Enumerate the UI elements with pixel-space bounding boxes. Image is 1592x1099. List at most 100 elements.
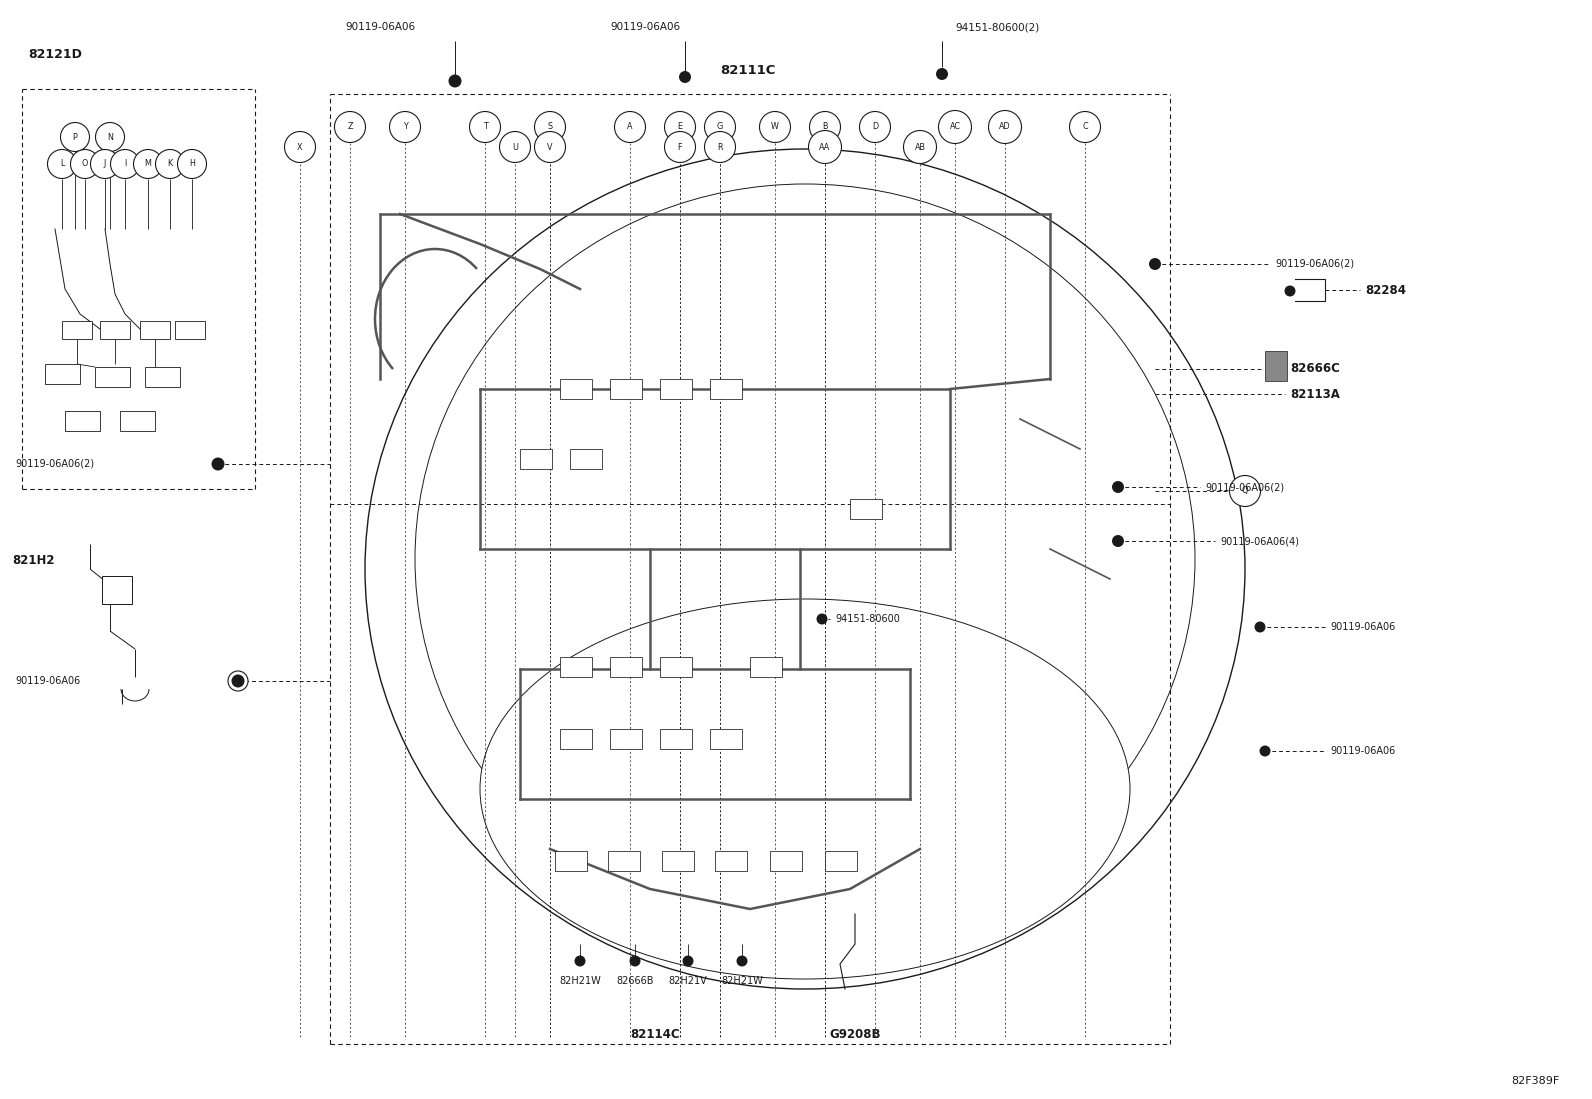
Circle shape (936, 68, 947, 80)
Text: 821H2: 821H2 (13, 555, 54, 567)
Text: U: U (513, 143, 517, 152)
Text: 90119-06A06: 90119-06A06 (1329, 746, 1395, 756)
FancyBboxPatch shape (1266, 351, 1286, 381)
FancyBboxPatch shape (96, 367, 131, 387)
Text: S: S (548, 122, 552, 132)
Text: 90119-06A06: 90119-06A06 (345, 22, 416, 32)
Circle shape (809, 111, 841, 143)
FancyBboxPatch shape (825, 851, 856, 872)
Circle shape (860, 111, 890, 143)
Circle shape (177, 149, 207, 178)
Text: N: N (107, 133, 113, 142)
Circle shape (939, 111, 971, 144)
Circle shape (817, 613, 828, 624)
FancyBboxPatch shape (521, 449, 552, 469)
Circle shape (48, 149, 76, 178)
FancyBboxPatch shape (715, 851, 747, 872)
FancyBboxPatch shape (570, 449, 602, 469)
Text: Z: Z (347, 122, 353, 132)
Circle shape (1111, 535, 1124, 547)
Text: AB: AB (914, 143, 925, 152)
Circle shape (664, 132, 696, 163)
Circle shape (91, 149, 119, 178)
FancyBboxPatch shape (662, 851, 694, 872)
FancyBboxPatch shape (661, 729, 693, 750)
Circle shape (705, 132, 736, 163)
Circle shape (989, 111, 1022, 144)
Text: 82666C: 82666C (1290, 363, 1340, 376)
Ellipse shape (416, 184, 1196, 934)
Text: L: L (60, 159, 64, 168)
Text: 90119-06A06(2): 90119-06A06(2) (1205, 482, 1285, 492)
Text: G: G (716, 122, 723, 132)
Text: 82666B: 82666B (616, 976, 654, 986)
Circle shape (664, 111, 696, 143)
Ellipse shape (481, 599, 1130, 979)
Text: 90119-06A06: 90119-06A06 (1329, 622, 1395, 632)
Text: M: M (145, 159, 151, 168)
Circle shape (683, 955, 694, 966)
Text: 82121D: 82121D (29, 47, 81, 60)
FancyBboxPatch shape (65, 411, 100, 431)
Text: AA: AA (820, 143, 831, 152)
Circle shape (1149, 258, 1161, 270)
FancyBboxPatch shape (610, 379, 642, 399)
Circle shape (1070, 111, 1100, 143)
Circle shape (228, 671, 248, 691)
Circle shape (1111, 481, 1124, 493)
Text: AD: AD (1000, 122, 1011, 132)
Text: B: B (821, 122, 828, 132)
Circle shape (134, 149, 162, 178)
Text: 82H21V: 82H21V (669, 976, 707, 986)
Circle shape (231, 675, 245, 688)
FancyBboxPatch shape (140, 321, 170, 338)
Text: D: D (872, 122, 879, 132)
Circle shape (96, 122, 124, 152)
Text: 82F389F: 82F389F (1512, 1076, 1560, 1086)
FancyBboxPatch shape (661, 379, 693, 399)
FancyBboxPatch shape (560, 729, 592, 750)
FancyBboxPatch shape (102, 576, 132, 604)
FancyBboxPatch shape (710, 729, 742, 750)
FancyBboxPatch shape (556, 851, 587, 872)
Text: K: K (167, 159, 172, 168)
Ellipse shape (365, 149, 1245, 989)
Circle shape (500, 132, 530, 163)
Text: W: W (771, 122, 778, 132)
Text: 82H21W: 82H21W (721, 976, 763, 986)
Circle shape (156, 149, 185, 178)
FancyBboxPatch shape (45, 364, 80, 384)
Circle shape (470, 111, 500, 143)
FancyBboxPatch shape (710, 379, 742, 399)
Text: 90119-06A06: 90119-06A06 (14, 676, 80, 686)
Text: Q: Q (1242, 487, 1248, 496)
Text: G9208B: G9208B (829, 1028, 880, 1041)
Text: T: T (482, 122, 487, 132)
Circle shape (449, 75, 462, 88)
Circle shape (110, 149, 140, 178)
Circle shape (1254, 622, 1266, 633)
FancyBboxPatch shape (175, 321, 205, 338)
Text: Y: Y (403, 122, 408, 132)
Circle shape (680, 71, 691, 84)
Circle shape (535, 132, 565, 163)
Text: J: J (103, 159, 107, 168)
Circle shape (285, 132, 315, 163)
Circle shape (70, 149, 99, 178)
Text: H: H (189, 159, 194, 168)
Circle shape (334, 111, 366, 143)
FancyBboxPatch shape (608, 851, 640, 872)
FancyBboxPatch shape (62, 321, 92, 338)
Text: V: V (548, 143, 552, 152)
Text: A: A (627, 122, 632, 132)
Text: 82114C: 82114C (630, 1028, 680, 1041)
Text: 82H21W: 82H21W (559, 976, 600, 986)
FancyBboxPatch shape (560, 657, 592, 677)
FancyBboxPatch shape (750, 657, 782, 677)
Circle shape (705, 111, 736, 143)
FancyBboxPatch shape (145, 367, 180, 387)
Circle shape (809, 131, 842, 164)
Text: 90119-06A06: 90119-06A06 (610, 22, 680, 32)
Text: P: P (73, 133, 78, 142)
Text: 94151-80600(2): 94151-80600(2) (955, 22, 1040, 32)
